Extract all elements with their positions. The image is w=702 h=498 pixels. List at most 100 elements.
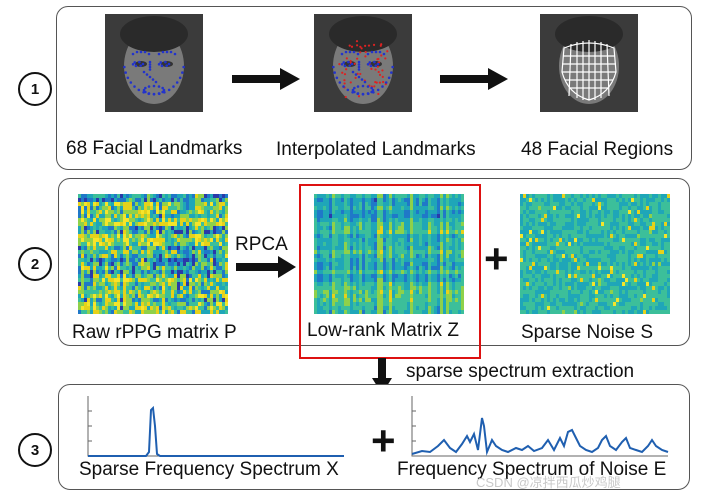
matrix-cell [658, 210, 662, 215]
matrix-cell [192, 250, 196, 255]
matrix-cell [389, 294, 393, 299]
matrix-cell [162, 274, 166, 279]
matrix-cell [117, 254, 121, 259]
matrix-cell [631, 234, 635, 239]
matrix-cell [371, 202, 375, 207]
matrix-cell [371, 262, 375, 267]
matrix-cell [407, 206, 411, 211]
matrix-cell [359, 294, 363, 299]
matrix-cell [201, 218, 205, 223]
landmark-dot [357, 60, 361, 64]
matrix-cell [189, 250, 193, 255]
matrix-cell [643, 306, 647, 311]
interpolated-dot [376, 58, 379, 61]
matrix-cell [649, 298, 653, 303]
matrix-cell [189, 206, 193, 211]
matrix-cell [153, 198, 157, 203]
matrix-cell [198, 206, 202, 211]
matrix-cell [550, 266, 554, 271]
matrix-cell [338, 270, 342, 275]
matrix-cell [183, 298, 187, 303]
matrix-cell [380, 262, 384, 267]
matrix-cell [377, 302, 381, 307]
matrix-cell [344, 286, 348, 291]
matrix-cell [631, 210, 635, 215]
matrix-cell [93, 258, 97, 263]
matrix-cell [156, 194, 160, 199]
matrix-cell [628, 222, 632, 227]
matrix-cell [413, 202, 417, 207]
matrix-cell [634, 218, 638, 223]
matrix-cell [195, 274, 199, 279]
matrix-cell [219, 218, 223, 223]
matrix-cell [452, 258, 456, 263]
matrix-cell [631, 302, 635, 307]
matrix-cell [216, 302, 220, 307]
matrix-cell [619, 198, 623, 203]
matrix-cell [526, 310, 530, 314]
matrix-cell [452, 294, 456, 299]
matrix-cell [440, 302, 444, 307]
matrix-cell [326, 230, 330, 235]
noise-spectrum-plot [411, 396, 669, 457]
matrix-cell [359, 206, 363, 211]
matrix-cell [550, 302, 554, 307]
matrix-cell [395, 198, 399, 203]
matrix-cell [120, 222, 124, 227]
matrix-cell [177, 238, 181, 243]
matrix-cell [380, 270, 384, 275]
matrix-cell [532, 206, 536, 211]
matrix-cell [222, 242, 226, 247]
matrix-cell [589, 214, 593, 219]
matrix-cell [117, 194, 121, 199]
matrix-cell [553, 250, 557, 255]
matrix-cell [204, 234, 208, 239]
matrix-cell [455, 194, 459, 199]
matrix-cell [123, 310, 127, 314]
matrix-cell [201, 198, 205, 203]
matrix-cell [404, 230, 408, 235]
matrix-cell [141, 274, 145, 279]
matrix-cell [111, 206, 115, 211]
landmark-dot [357, 65, 361, 69]
matrix-cell [383, 222, 387, 227]
matrix-cell [446, 278, 450, 283]
matrix-cell [132, 202, 136, 207]
matrix-cell [544, 242, 548, 247]
matrix-cell [574, 310, 578, 314]
matrix-cell [222, 238, 226, 243]
matrix-cell [553, 246, 557, 251]
matrix-cell [222, 246, 226, 251]
matrix-cell [577, 218, 581, 223]
matrix-cell [523, 270, 527, 275]
matrix-cell [219, 286, 223, 291]
matrix-cell [111, 286, 115, 291]
matrix-cell [598, 246, 602, 251]
matrix-cell [664, 278, 668, 283]
matrix-cell [458, 270, 462, 275]
matrix-cell [177, 310, 181, 314]
matrix-cell [640, 214, 644, 219]
matrix-cell [586, 270, 590, 275]
matrix-cell [556, 278, 560, 283]
matrix-cell [410, 270, 414, 275]
matrix-cell [461, 254, 464, 259]
matrix-cell [559, 226, 563, 231]
matrix-cell [347, 286, 351, 291]
landmark-dot [165, 64, 169, 67]
matrix-cell [583, 238, 587, 243]
matrix-cell [195, 194, 199, 199]
matrix-cell [380, 274, 384, 279]
matrix-cell [526, 306, 530, 311]
matrix-cell [437, 286, 441, 291]
matrix-cell [135, 198, 139, 203]
matrix-cell [159, 262, 163, 267]
matrix-cell [553, 214, 557, 219]
matrix-cell [159, 298, 163, 303]
matrix-cell [586, 286, 590, 291]
matrix-cell [580, 214, 584, 219]
matrix-cell [317, 222, 321, 227]
matrix-cell [398, 234, 402, 239]
landmark-dot [353, 90, 356, 94]
matrix-cell [622, 282, 626, 287]
